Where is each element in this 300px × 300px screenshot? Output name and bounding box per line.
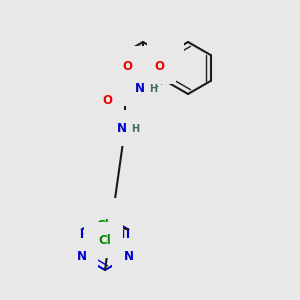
Text: O: O [102,94,112,106]
Text: H: H [149,84,157,94]
Text: N: N [123,250,134,263]
Text: Cl: Cl [96,219,109,232]
Text: N: N [117,122,127,134]
Text: N: N [160,49,171,62]
Text: O: O [154,59,164,73]
Text: O: O [122,59,132,73]
Text: H: H [131,124,139,134]
Text: N: N [135,82,145,94]
Text: N: N [76,250,87,263]
Text: N: N [100,209,110,223]
Text: S: S [138,59,148,73]
Text: Cl: Cl [99,233,111,247]
